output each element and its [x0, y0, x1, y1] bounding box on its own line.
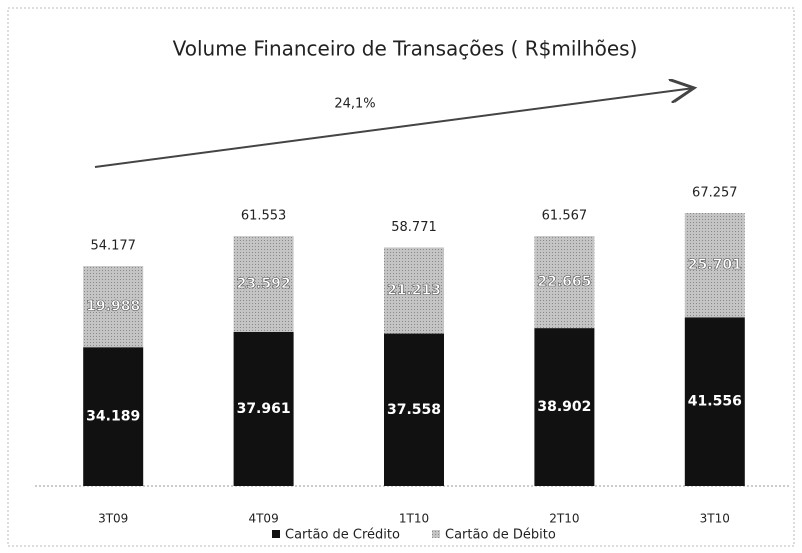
value-label: 25.701	[688, 257, 742, 273]
trend-arrow	[94, 88, 694, 168]
bar-segment	[83, 347, 144, 486]
bar-segment	[684, 317, 745, 486]
bar-segment	[384, 247, 444, 334]
x-tick-label: 4T09	[248, 512, 278, 526]
bar-segment	[233, 331, 294, 486]
legend-label: Cartão de Débito	[445, 528, 556, 543]
value-label: 41.556	[688, 394, 742, 410]
value-label: 23.592	[237, 276, 291, 292]
x-tick-label: 1T10	[399, 512, 429, 526]
value-label: 34.189	[86, 409, 140, 425]
bar-segment	[534, 328, 595, 486]
total-label: 54.177	[90, 239, 136, 254]
x-tick-label: 2T10	[549, 512, 579, 526]
total-label: 67.257	[692, 186, 738, 201]
bar-segment	[384, 333, 444, 486]
bar-segment	[233, 236, 294, 332]
bar-segment	[83, 266, 144, 348]
annotation: 24,1%	[334, 97, 375, 112]
chart-title: Volume Financeiro de Transações ( R$milh…	[173, 37, 638, 61]
value-label: 37.961	[237, 401, 291, 417]
chart-border	[7, 7, 795, 547]
value-label: 38.902	[537, 399, 591, 415]
value-label: 22.665	[537, 274, 591, 290]
x-tick-label: 3T09	[98, 512, 128, 526]
total-label: 61.567	[542, 209, 588, 224]
legend-swatch	[432, 530, 440, 538]
value-label: 21.213	[387, 282, 441, 298]
value-label: 19.988	[86, 299, 140, 315]
bar-segment	[534, 236, 595, 329]
total-label: 61.553	[241, 209, 287, 224]
total-label: 58.771	[391, 220, 437, 235]
bar-segment	[684, 213, 745, 318]
legend-swatch	[272, 530, 280, 538]
value-label: 37.558	[387, 402, 441, 418]
x-tick-label: 3T10	[700, 512, 730, 526]
legend-label: Cartão de Crédito	[285, 528, 400, 543]
